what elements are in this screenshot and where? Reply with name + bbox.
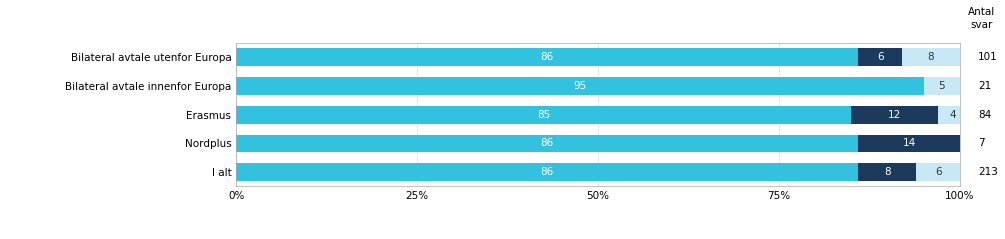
- Text: 86: 86: [541, 138, 554, 148]
- Text: 4: 4: [950, 110, 956, 120]
- Bar: [236, 49, 858, 66]
- Text: 8: 8: [884, 167, 890, 177]
- Bar: [901, 49, 960, 66]
- Bar: [924, 77, 960, 95]
- Text: 14: 14: [902, 138, 916, 148]
- Bar: [858, 49, 901, 66]
- Text: 21: 21: [978, 81, 991, 91]
- Text: 7: 7: [978, 138, 985, 148]
- Text: 95: 95: [573, 81, 587, 91]
- Text: Antal
svar: Antal svar: [968, 7, 996, 30]
- Text: 86: 86: [541, 167, 554, 177]
- Bar: [858, 135, 960, 152]
- Bar: [938, 106, 967, 124]
- Bar: [236, 135, 858, 152]
- Text: 213: 213: [978, 167, 998, 177]
- Text: 5: 5: [939, 81, 945, 91]
- Bar: [236, 106, 851, 124]
- Text: 8: 8: [928, 52, 934, 62]
- Text: 6: 6: [877, 52, 883, 62]
- Bar: [858, 163, 917, 181]
- Text: 86: 86: [541, 52, 554, 62]
- Text: 84: 84: [978, 110, 991, 120]
- Bar: [236, 163, 858, 181]
- Text: 6: 6: [935, 167, 942, 177]
- Bar: [236, 77, 924, 95]
- Text: 85: 85: [537, 110, 551, 120]
- Text: 101: 101: [978, 52, 998, 62]
- Bar: [917, 163, 960, 181]
- Text: 12: 12: [888, 110, 901, 120]
- Bar: [851, 106, 938, 124]
